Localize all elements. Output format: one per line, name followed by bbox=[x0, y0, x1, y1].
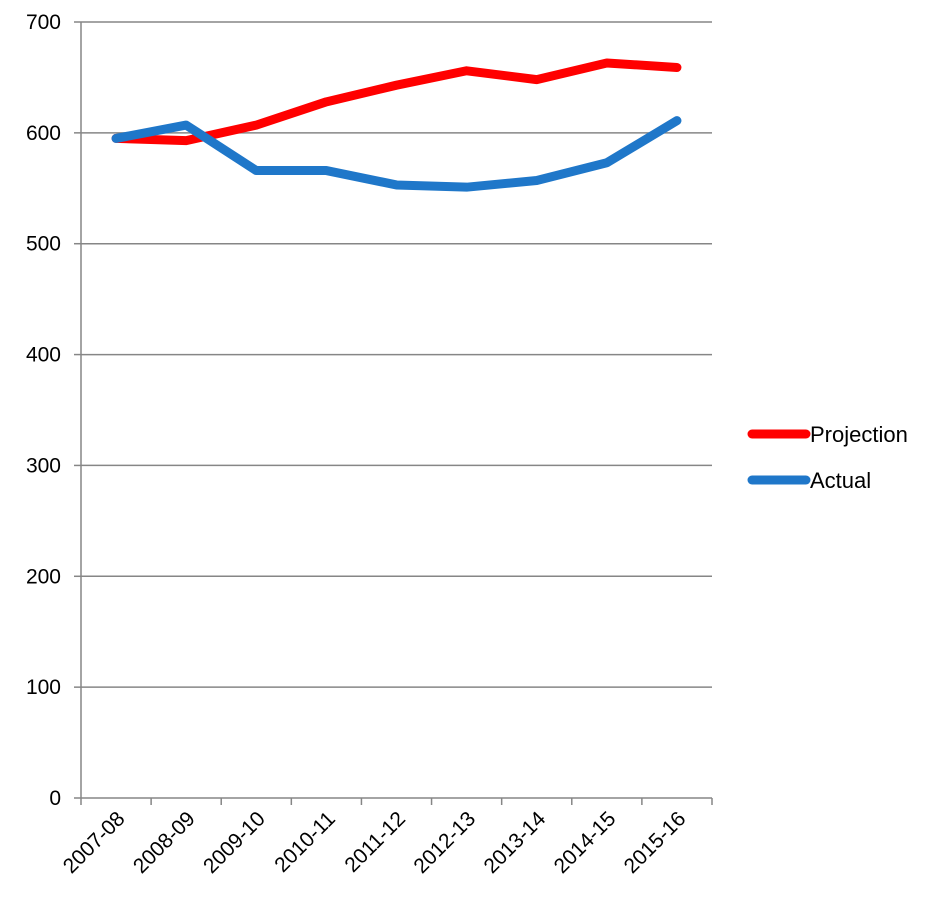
x-tick-label: 2008-09 bbox=[129, 807, 200, 878]
x-tick-label: 2012-13 bbox=[409, 807, 480, 878]
series-line-actual bbox=[111, 116, 682, 192]
y-tick-label: 300 bbox=[26, 454, 61, 477]
x-ticks bbox=[80, 798, 713, 805]
x-tick-label: 2007-08 bbox=[59, 807, 130, 878]
x-tick-label: 2011-12 bbox=[340, 807, 410, 877]
y-tick-labels: 0 100 200 300 400 500 600 700 bbox=[26, 11, 61, 810]
x-tick-label: 2014-15 bbox=[550, 807, 621, 878]
legend-label-projection: Projection bbox=[810, 422, 908, 447]
x-tick-label: 2009-10 bbox=[199, 807, 270, 878]
gridlines bbox=[74, 21, 712, 799]
axes bbox=[80, 22, 712, 799]
y-tick-label: 700 bbox=[26, 11, 61, 34]
legend-label-actual: Actual bbox=[810, 468, 871, 493]
x-tick-label: 2015-16 bbox=[620, 807, 691, 878]
y-tick-label: 0 bbox=[49, 787, 61, 810]
y-tick-label: 200 bbox=[26, 565, 61, 588]
x-tick-label: 2010-11 bbox=[270, 807, 340, 877]
legend: Projection Actual bbox=[747, 422, 908, 493]
y-tick-label: 600 bbox=[26, 122, 61, 145]
y-tick-label: 500 bbox=[26, 233, 61, 256]
y-tick-label: 100 bbox=[26, 676, 61, 699]
series-lines bbox=[111, 58, 682, 192]
x-tick-labels: 2007-08 2008-09 2009-10 2010-11 2011-12 2012-… bbox=[59, 807, 691, 878]
x-tick-label: 2013-14 bbox=[479, 807, 550, 878]
y-tick-label: 400 bbox=[26, 344, 61, 367]
